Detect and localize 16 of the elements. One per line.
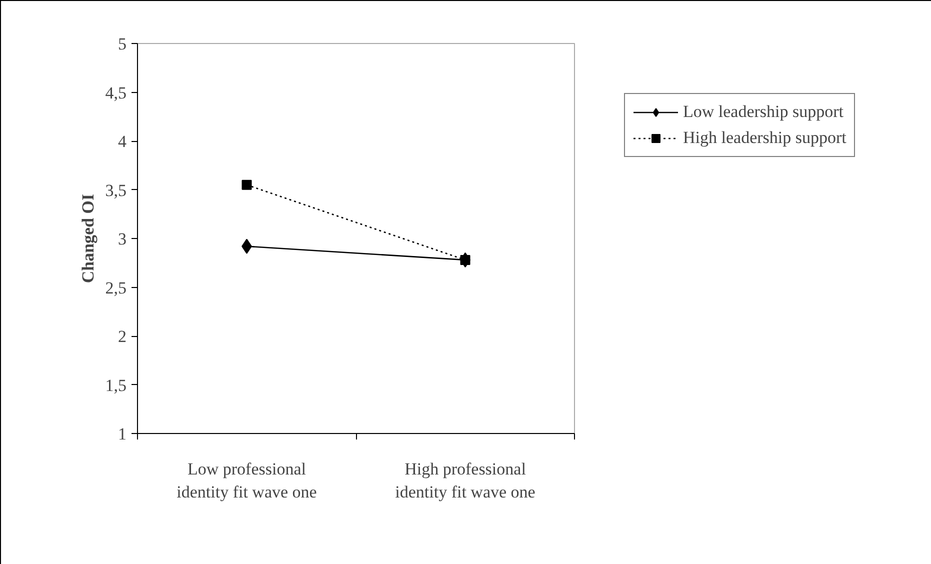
y-tick-label: 1	[118, 424, 126, 444]
y-tick-label: 5	[118, 34, 126, 54]
y-tick-label: 2	[118, 327, 126, 346]
y-tick-label: 1,5	[105, 376, 126, 395]
x-tick-label: Low professional identity fit wave one	[176, 460, 317, 502]
point	[460, 254, 470, 265]
y-tick-label: 4	[118, 132, 127, 151]
y-tick-label: 3	[118, 230, 126, 248]
y-tick-label: 2,5	[105, 278, 126, 298]
y-tick-label: 4,5	[105, 83, 126, 102]
y-tick-label: 3,5	[105, 180, 126, 200]
legend-label: High leadership support	[683, 128, 846, 148]
legend-label: Low leadership support	[683, 102, 844, 122]
y-axis-title: Changed OI	[78, 193, 98, 284]
point	[242, 180, 252, 190]
x-tick-label: High professional identity fit wave one	[395, 460, 536, 502]
